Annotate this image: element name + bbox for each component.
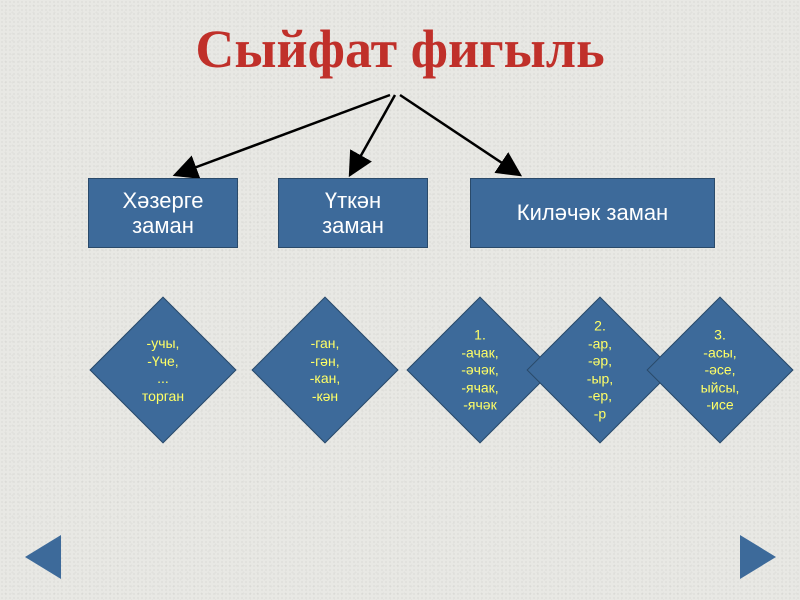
box-past: Үткән заман (278, 178, 428, 248)
d-present-label: -учы, -Үче, ... торган (98, 335, 228, 405)
prev-button[interactable] (25, 535, 61, 579)
box-present: Хәзерге заман (88, 178, 238, 248)
next-button[interactable] (740, 535, 776, 579)
d-past-label: -ган, -гән, -кан, -кән (260, 335, 390, 405)
tree-arrows (0, 0, 800, 600)
box-future: Киләчәк заман (470, 178, 715, 248)
d-f3-label: 3. -асы, -әсе, ыйсы, -исе (655, 326, 785, 414)
